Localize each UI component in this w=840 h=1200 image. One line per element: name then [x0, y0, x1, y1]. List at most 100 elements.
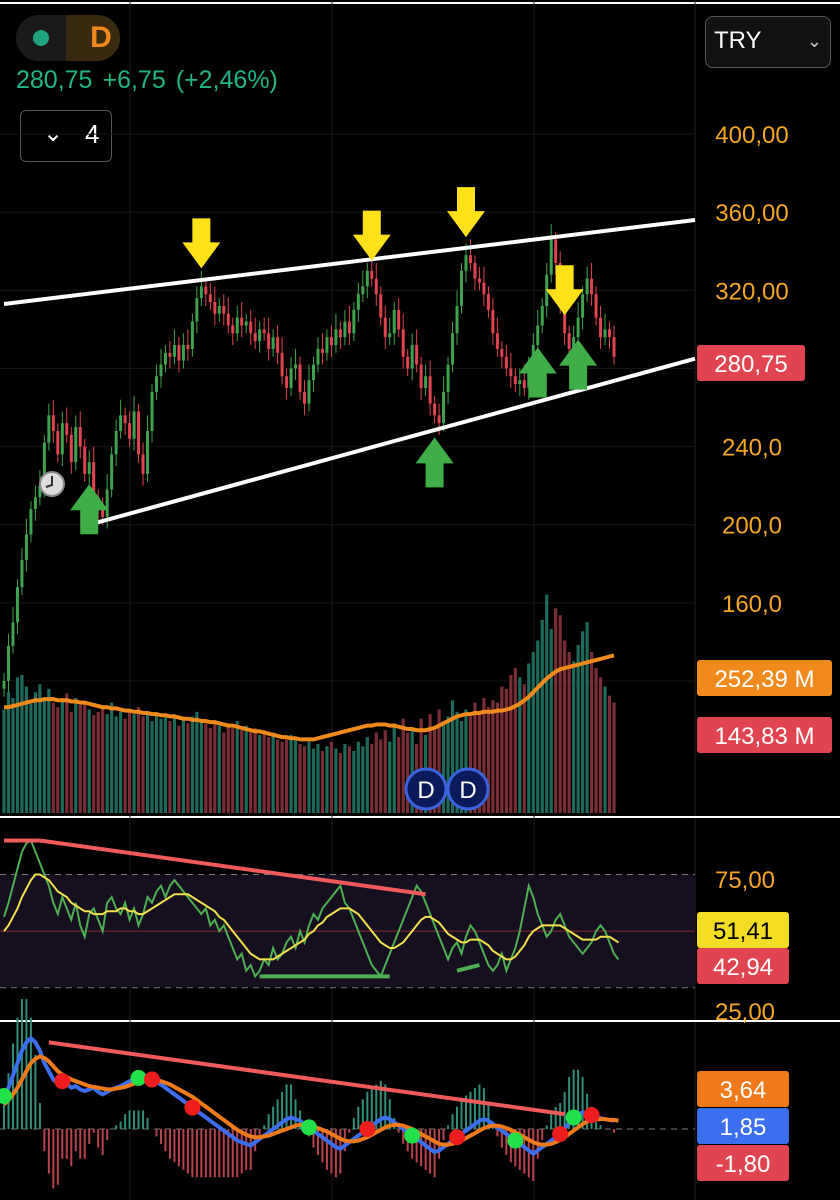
macd-histogram-bar [541, 1129, 544, 1141]
arrow-up-icon [559, 339, 598, 390]
macd-histogram-bar [128, 1110, 131, 1129]
macd-histogram-bar [124, 1114, 127, 1129]
candle-body [464, 255, 468, 271]
macd-histogram-bar [65, 1129, 68, 1159]
volume-bar [141, 716, 145, 813]
candle-body [258, 329, 262, 342]
candle-body [388, 333, 392, 338]
volume-bar [406, 732, 410, 813]
volume-bar [428, 714, 432, 813]
volume-bar [585, 622, 589, 813]
macd-histogram-bar [527, 1129, 530, 1178]
price-axis-tick: 320,00 [715, 278, 788, 305]
volume-bar [491, 700, 495, 813]
macd-histogram-bar [420, 1129, 423, 1167]
volume-bar [110, 702, 114, 813]
volume-bar [361, 746, 365, 813]
symbol-pill[interactable]: D [16, 15, 120, 61]
volume-bar [581, 631, 585, 813]
candle-body [585, 278, 589, 295]
macd-histogram-bar [473, 1088, 476, 1129]
volume-bar [607, 695, 612, 813]
volume-bar [83, 702, 87, 813]
macd-trendline [48, 1040, 565, 1117]
macd-hist-badge-bg [697, 1071, 789, 1107]
macd-histogram-bar [227, 1129, 230, 1178]
volume-bar [280, 741, 284, 813]
candle-body [338, 329, 342, 338]
volume-bar [253, 727, 257, 813]
macd-histogram-bar [325, 1129, 328, 1170]
volume-bar [540, 619, 544, 813]
macd-histogram-bar [312, 1129, 315, 1148]
last-price-badge: 280,75 [714, 351, 787, 378]
candle-body [509, 368, 513, 377]
macd-histogram-bar [339, 1129, 342, 1174]
macd-histogram-bar [505, 1129, 508, 1155]
chevron-down-icon: ⌄ [806, 31, 822, 51]
clock-icon-hands [45, 476, 53, 488]
macd-histogram-bar [379, 1080, 382, 1129]
macd-histogram-bar [361, 1099, 364, 1129]
macd-histogram-bar [388, 1099, 391, 1129]
candle-body [392, 309, 396, 334]
candle-body [599, 317, 603, 338]
macd-histogram-bar [115, 1125, 118, 1129]
candle-body [311, 364, 315, 381]
volume-bar [163, 716, 168, 813]
macd-histogram-bar [79, 1129, 82, 1159]
currency-select[interactable]: TRY ⌄ [705, 16, 831, 68]
macd-histogram-bar [97, 1129, 100, 1148]
candle-body [379, 294, 383, 318]
macd-histogram-bar [88, 1129, 91, 1144]
candle-body [172, 345, 176, 357]
volume-bar [598, 677, 603, 813]
candle-body [491, 309, 495, 334]
candle-body [74, 427, 78, 463]
price-axis-tick: 360,00 [715, 200, 788, 227]
candle-body [105, 489, 109, 517]
candle-body [92, 462, 96, 498]
dividend-marker-label: D [459, 777, 476, 804]
candle-body [177, 345, 181, 361]
macd-histogram-bar [334, 1129, 337, 1178]
interval-label[interactable]: D [90, 21, 112, 54]
candle-body [87, 462, 91, 474]
macd-cross-up-dot [404, 1127, 421, 1144]
macd-histogram-bar [447, 1125, 450, 1129]
volume-bar [338, 753, 342, 813]
macd-histogram-bar [316, 1129, 319, 1155]
macd-cross-down-dot [552, 1125, 569, 1142]
volume-bar [563, 640, 567, 813]
candle-body [576, 317, 580, 338]
volume-bar [459, 721, 464, 813]
volume-bar [509, 675, 513, 813]
volume-bar [289, 734, 293, 813]
candle-body [572, 337, 576, 349]
volume-bar [262, 730, 266, 813]
volume-bar [204, 723, 208, 813]
volume-bar [594, 668, 598, 813]
candle-body [504, 356, 508, 369]
macd-line-badge: 1,85 [720, 1114, 767, 1141]
macd-histogram-bar [366, 1091, 369, 1129]
volume-bar [258, 734, 262, 813]
volume-bar [15, 677, 20, 813]
volume-bar [347, 746, 351, 813]
candle-body [361, 286, 365, 295]
candle-body [549, 239, 553, 275]
candle-body [536, 325, 540, 345]
candle-body [397, 309, 401, 330]
last-price: 280,75 [16, 66, 93, 94]
volume-bar [558, 615, 562, 813]
macd-histogram-bar [191, 1129, 194, 1178]
macd-histogram-bar [240, 1129, 243, 1174]
macd-histogram-bar [276, 1099, 279, 1129]
volume-bar [101, 707, 105, 813]
arrow-up-icon [518, 347, 557, 398]
macd-histogram-bar [330, 1129, 333, 1174]
candle-body [451, 333, 455, 365]
volume-bar [388, 741, 392, 813]
volume-bar [298, 744, 302, 813]
